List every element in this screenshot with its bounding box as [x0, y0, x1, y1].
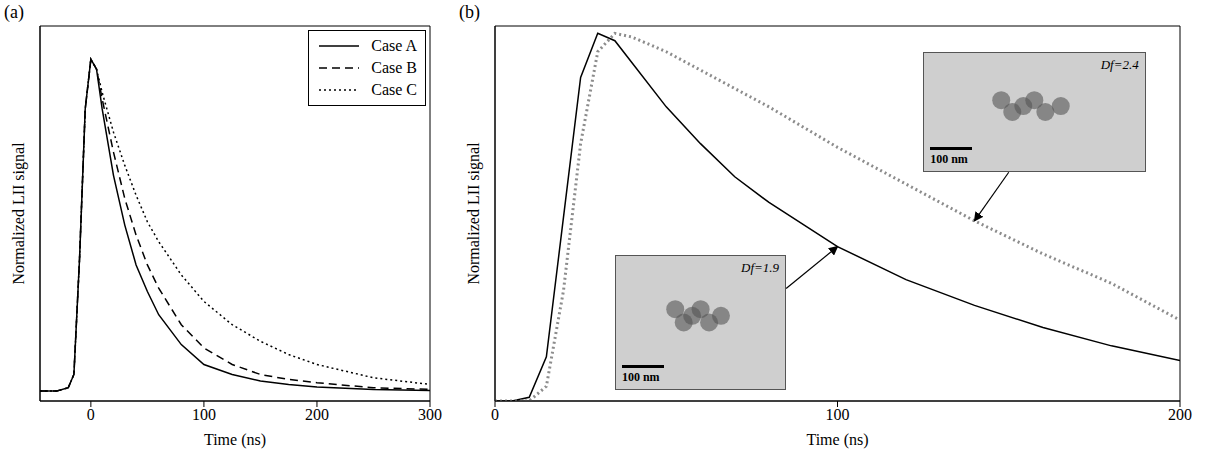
- html-text:(b): (b): [459, 2, 480, 22]
- html-text:Case B: Case B: [371, 59, 417, 76]
- svg-text:Time (ns): Time (ns): [204, 431, 266, 449]
- svg-text:100: 100: [826, 406, 850, 423]
- html-text:100 nm: 100 nm: [621, 369, 660, 384]
- svg-text:0: 0: [491, 406, 499, 423]
- svg-text:0: 0: [87, 406, 95, 423]
- svg-text:Normalized LII signal: Normalized LII signal: [465, 142, 483, 285]
- svg-text:Normalized LII signal: Normalized LII signal: [10, 142, 28, 285]
- html-text:Df=2.4: Df=2.4: [1100, 57, 1139, 73]
- svg-text:200: 200: [305, 406, 329, 423]
- html-text:100 nm: 100 nm: [930, 152, 968, 167]
- svg-text:300: 300: [418, 406, 442, 423]
- html-text:Case C: Case C: [371, 81, 417, 98]
- svg-text:200: 200: [1168, 406, 1192, 423]
- html-text:Df=1.9: Df=1.9: [741, 259, 780, 275]
- svg-text:Time (ns): Time (ns): [806, 431, 868, 449]
- html-text:(a): (a): [4, 2, 24, 22]
- svg-text:100: 100: [192, 406, 216, 423]
- html-text:Case A: Case A: [371, 37, 417, 54]
